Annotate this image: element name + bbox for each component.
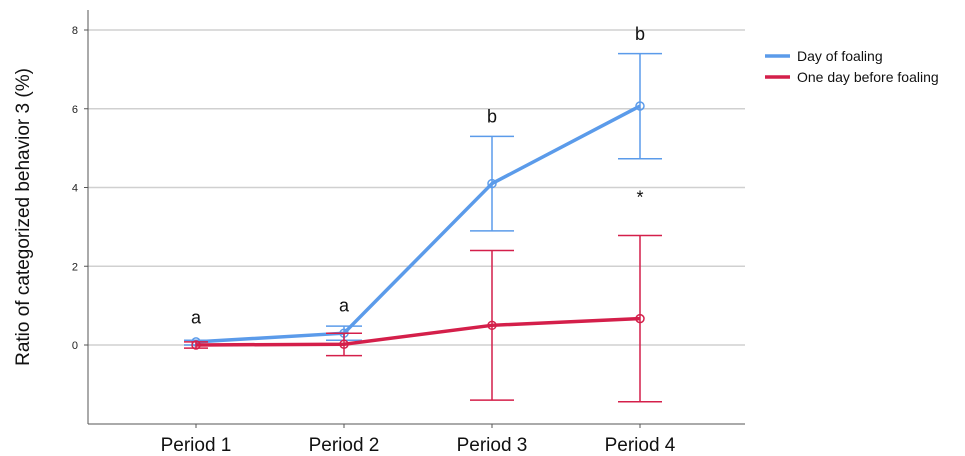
x-tick-label: Period 2 [309,435,380,456]
legend-label: One day before foaling [797,69,939,85]
group-letter-label: b [487,107,497,127]
series-layer [184,52,662,403]
group-letter-label: a [191,307,202,327]
group-letter-label: b [635,24,645,44]
y-tick-label: 8 [72,25,78,37]
series-one-day-before-foaling [184,234,662,403]
legend-label: Day of foaling [797,48,883,64]
data-point [635,101,645,111]
annotations: a a b b * [191,24,645,328]
y-tick-label: 0 [72,340,78,352]
significance-asterisk: * [636,187,643,207]
group-letter-label: a [339,296,350,316]
data-point [487,320,497,331]
data-point [487,178,497,189]
y-tick-label: 2 [72,261,78,273]
x-ticks: Period 1 Period 2 Period 3 Period 4 [161,424,676,456]
x-tick-label: Period 3 [457,435,528,456]
x-tick-label: Period 4 [605,435,676,456]
data-point [339,339,349,349]
y-ticks: 0 2 4 6 8 [72,25,88,352]
y-tick-label: 4 [72,183,78,195]
series-day-of-foaling [184,52,662,347]
data-point [191,340,201,350]
data-point [635,313,645,324]
gridlines [88,29,745,346]
x-tick-label: Period 1 [161,435,232,456]
series-line [195,316,641,347]
y-axis-title: Ratio of categorized behavior 3 (%) [13,68,34,366]
y-tick-label: 6 [72,104,78,116]
series-line [195,104,641,344]
legend: Day of foaling One day before foaling [765,48,939,85]
